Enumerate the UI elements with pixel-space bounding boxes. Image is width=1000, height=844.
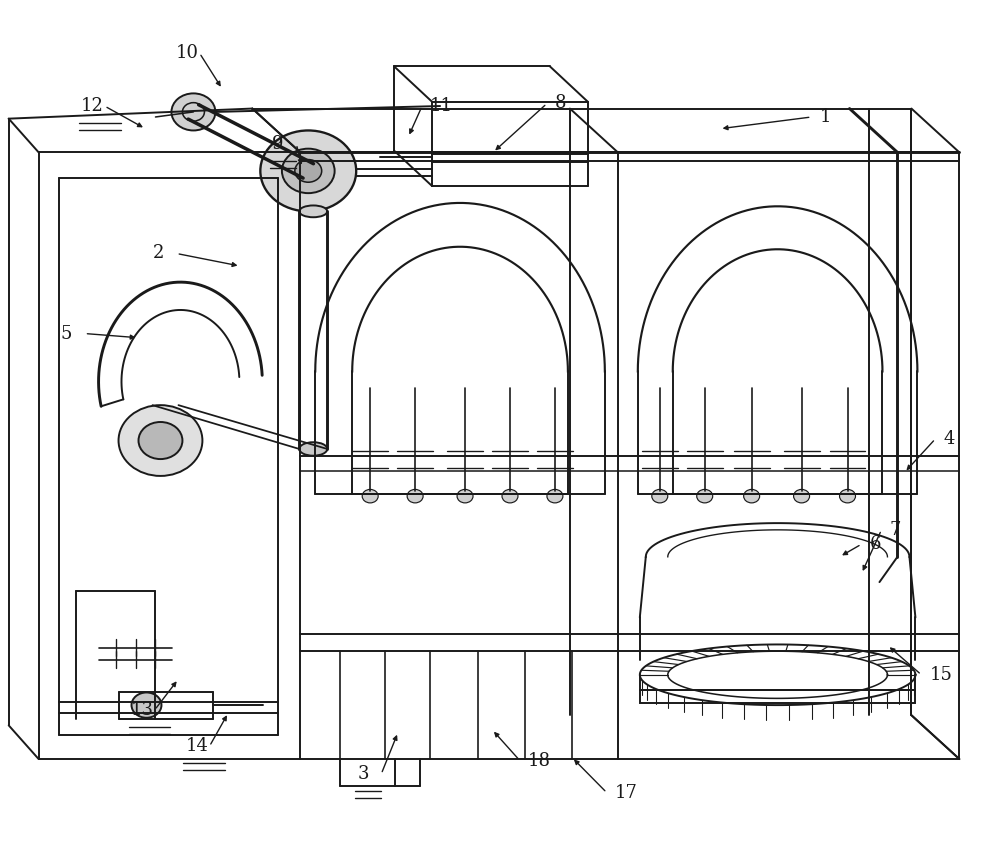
Circle shape <box>139 422 182 459</box>
Text: 10: 10 <box>175 44 198 62</box>
Text: 7: 7 <box>889 521 901 538</box>
Bar <box>640 690 915 703</box>
Circle shape <box>407 490 423 503</box>
Text: 8: 8 <box>555 95 566 112</box>
Text: 3: 3 <box>357 766 369 783</box>
Circle shape <box>502 490 518 503</box>
Text: 2: 2 <box>152 245 164 262</box>
Circle shape <box>457 490 473 503</box>
Circle shape <box>547 490 563 503</box>
Text: 4: 4 <box>943 430 955 448</box>
Text: 12: 12 <box>81 97 103 115</box>
Text: 13: 13 <box>131 701 154 719</box>
Ellipse shape <box>299 205 327 217</box>
Circle shape <box>119 405 202 476</box>
Circle shape <box>295 160 322 182</box>
Circle shape <box>171 94 215 131</box>
Circle shape <box>132 692 161 717</box>
Text: 17: 17 <box>615 784 638 802</box>
Text: 15: 15 <box>929 666 952 684</box>
Circle shape <box>697 490 713 503</box>
Circle shape <box>744 490 760 503</box>
Circle shape <box>362 490 378 503</box>
Text: 14: 14 <box>185 738 208 755</box>
Text: 11: 11 <box>430 97 453 115</box>
Circle shape <box>260 131 356 211</box>
Circle shape <box>794 490 810 503</box>
Circle shape <box>282 149 335 193</box>
Text: 9: 9 <box>272 135 284 153</box>
Circle shape <box>840 490 856 503</box>
Ellipse shape <box>299 442 327 456</box>
Text: 5: 5 <box>61 325 72 343</box>
Text: 6: 6 <box>869 535 881 553</box>
Text: 1: 1 <box>820 108 831 126</box>
Text: 18: 18 <box>528 752 551 770</box>
Circle shape <box>652 490 668 503</box>
